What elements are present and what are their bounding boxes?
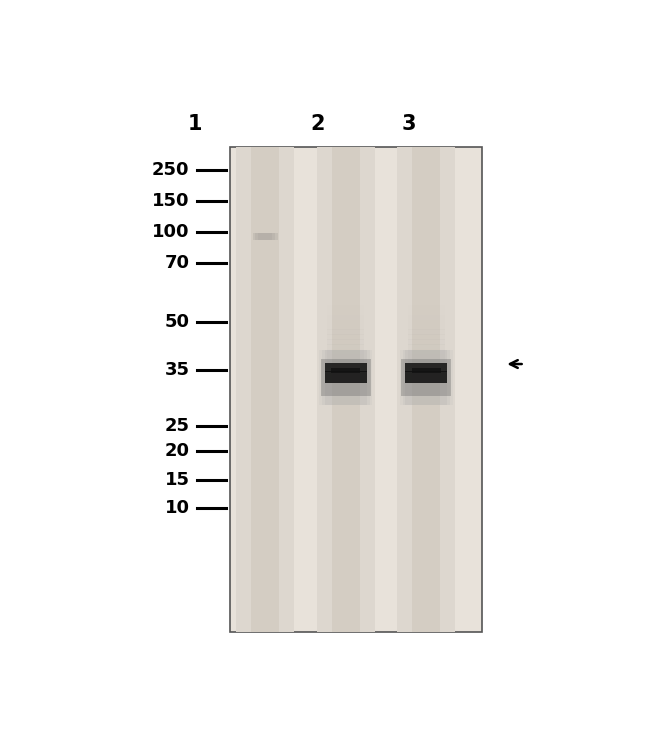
Text: 50: 50 <box>164 313 190 331</box>
Text: 70: 70 <box>164 253 190 272</box>
Bar <box>408 324 445 330</box>
Bar <box>324 351 367 405</box>
Bar <box>327 349 364 354</box>
Bar <box>327 324 364 330</box>
Bar <box>408 344 445 349</box>
Bar <box>327 310 364 315</box>
Bar <box>405 371 447 383</box>
Bar <box>408 305 445 310</box>
Bar <box>327 339 364 345</box>
Bar <box>408 349 445 354</box>
Text: 25: 25 <box>164 417 190 435</box>
Bar <box>408 320 445 325</box>
Text: 35: 35 <box>164 361 190 378</box>
Text: 2: 2 <box>311 114 325 135</box>
Bar <box>408 329 445 335</box>
Bar <box>411 368 441 373</box>
Bar <box>408 359 445 364</box>
Bar <box>408 310 445 315</box>
Text: 100: 100 <box>152 223 190 241</box>
Bar <box>230 147 482 632</box>
Bar <box>405 351 447 405</box>
Bar <box>236 147 294 632</box>
Text: 3: 3 <box>402 114 416 135</box>
Bar <box>255 234 275 240</box>
Bar <box>320 359 371 397</box>
Bar <box>405 362 447 372</box>
Bar <box>331 368 360 373</box>
Bar <box>401 359 452 397</box>
Bar <box>324 362 367 372</box>
Text: 250: 250 <box>152 160 190 179</box>
Bar <box>400 351 453 405</box>
Bar <box>408 335 445 340</box>
Bar <box>397 147 455 632</box>
Bar <box>327 359 364 364</box>
Bar <box>327 305 364 310</box>
Bar <box>322 351 369 405</box>
Bar <box>408 339 445 345</box>
Bar <box>327 354 364 359</box>
Text: 20: 20 <box>164 442 190 460</box>
Bar <box>252 147 279 632</box>
Bar <box>413 147 440 632</box>
Text: 1: 1 <box>187 114 202 135</box>
Text: 15: 15 <box>164 471 190 488</box>
Text: 10: 10 <box>164 498 190 517</box>
Bar <box>327 320 364 325</box>
Bar <box>317 147 374 632</box>
Bar <box>408 315 445 320</box>
Bar <box>327 344 364 349</box>
Bar <box>408 354 445 359</box>
Bar <box>327 315 364 320</box>
Text: 150: 150 <box>152 192 190 209</box>
Bar <box>324 371 367 383</box>
Bar <box>327 329 364 335</box>
Bar <box>253 234 278 240</box>
Bar <box>319 351 372 405</box>
Bar <box>327 335 364 340</box>
Bar <box>402 351 450 405</box>
Bar <box>258 234 272 240</box>
Bar <box>332 147 359 632</box>
